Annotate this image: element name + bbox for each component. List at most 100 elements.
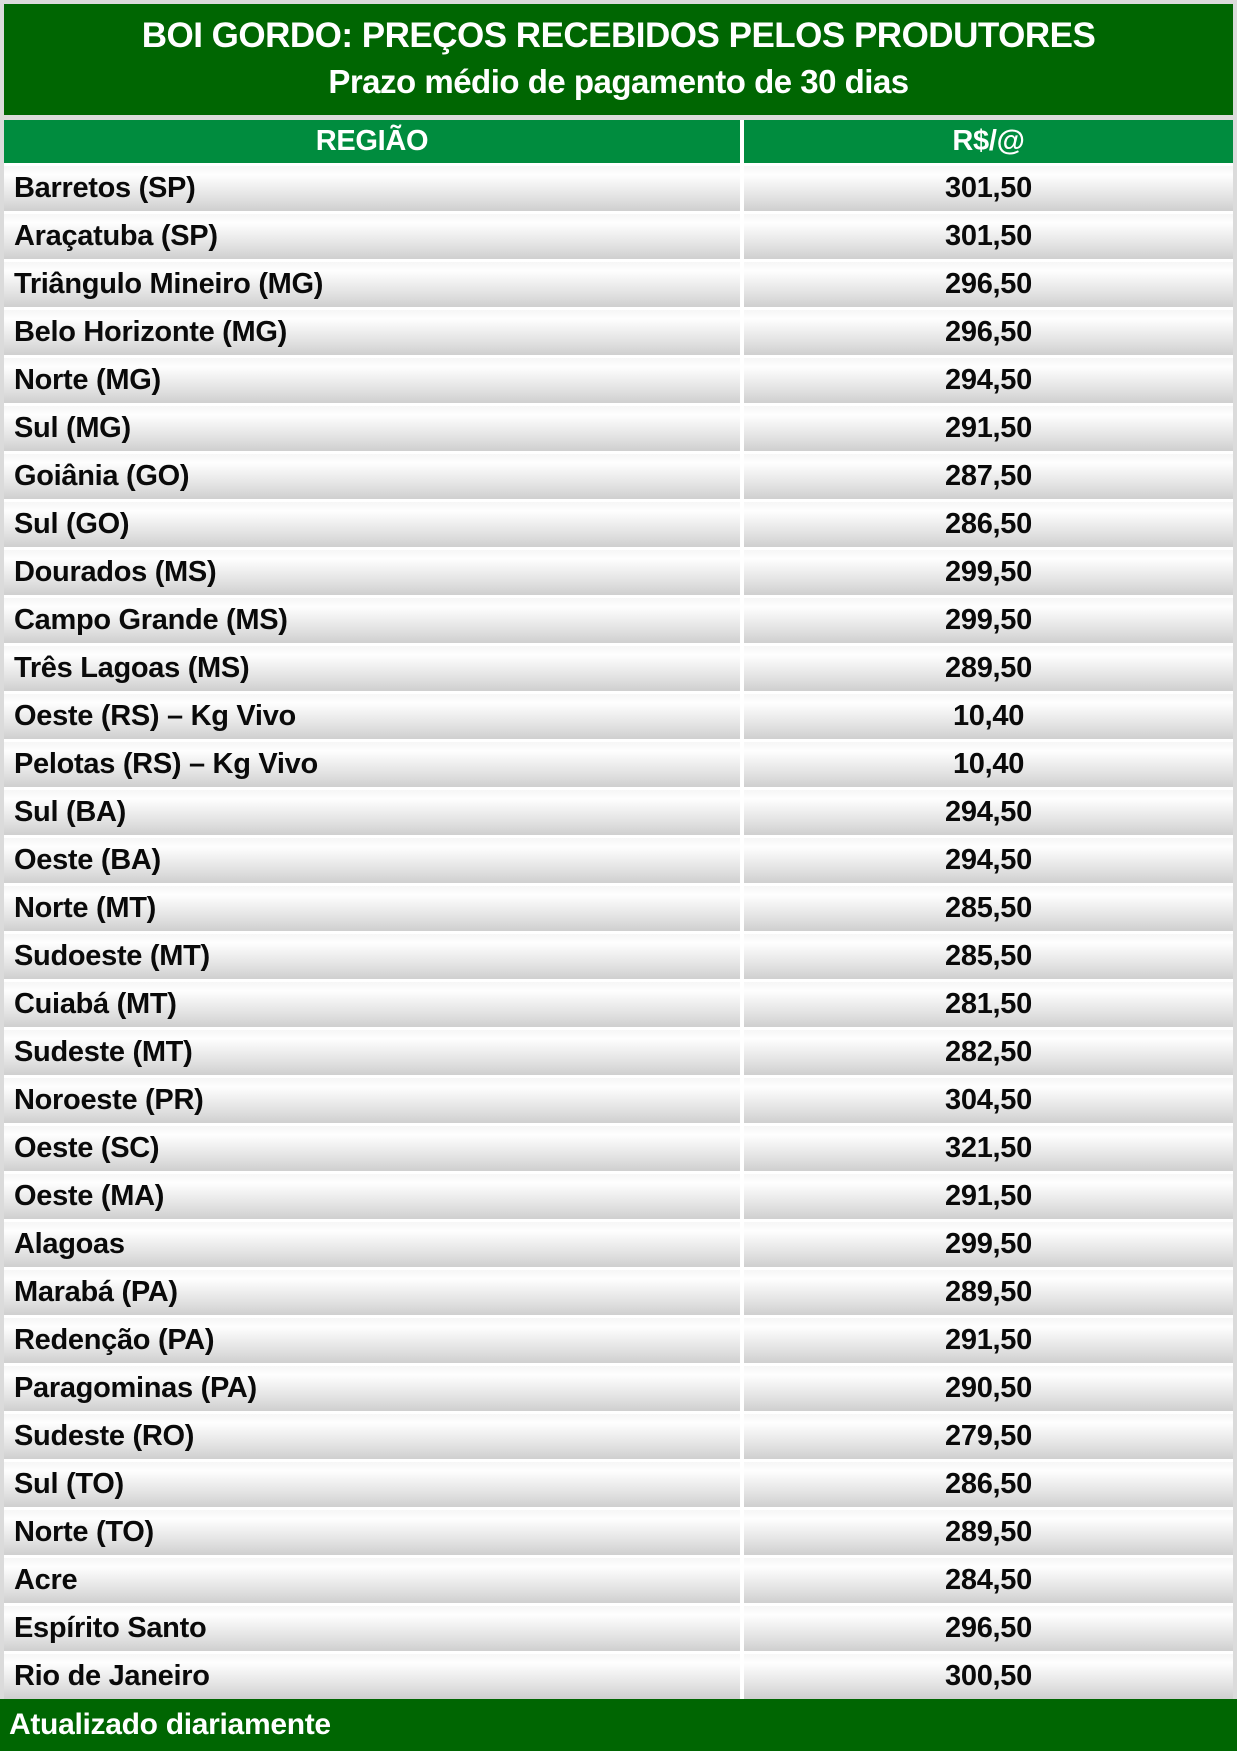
price-cell: 286,50	[744, 502, 1233, 547]
region-cell: Dourados (MS)	[4, 550, 740, 595]
region-cell: Oeste (BA)	[4, 838, 740, 883]
table-area: REGIÃO R$/@ Barretos (SP) 301,50 Araçatuba…	[4, 120, 1233, 1699]
region-cell: Marabá (PA)	[4, 1270, 740, 1315]
region-cell: Pelotas (RS) – Kg Vivo	[4, 742, 740, 787]
table-row: Marabá (PA) 289,50	[4, 1270, 1233, 1315]
table-row: Alagoas 299,50	[4, 1222, 1233, 1267]
table-row: Oeste (SC) 321,50	[4, 1126, 1233, 1171]
price-cell: 296,50	[744, 262, 1233, 307]
table-row: Sudeste (RO) 279,50	[4, 1414, 1233, 1459]
region-cell: Sudeste (MT)	[4, 1030, 740, 1075]
price-cell: 289,50	[744, 1510, 1233, 1555]
price-cell: 10,40	[744, 742, 1233, 787]
region-cell: Oeste (MA)	[4, 1174, 740, 1219]
price-cell: 285,50	[744, 886, 1233, 931]
region-cell: Alagoas	[4, 1222, 740, 1267]
region-cell: Noroeste (PR)	[4, 1078, 740, 1123]
table-row: Oeste (RS) – Kg Vivo 10,40	[4, 694, 1233, 739]
price-cell: 296,50	[744, 310, 1233, 355]
region-cell: Campo Grande (MS)	[4, 598, 740, 643]
price-cell: 301,50	[744, 214, 1233, 259]
table-title-banner: BOI GORDO: PREÇOS RECEBIDOS PELOS PRODUT…	[4, 4, 1233, 115]
price-cell: 321,50	[744, 1126, 1233, 1171]
table-row: Norte (TO) 289,50	[4, 1510, 1233, 1555]
price-cell: 299,50	[744, 550, 1233, 595]
region-cell: Sudeste (RO)	[4, 1414, 740, 1459]
region-cell: Espírito Santo	[4, 1606, 740, 1651]
table-row: Norte (MT) 285,50	[4, 886, 1233, 931]
footer-note: Atualizado diariamente	[0, 1699, 1237, 1751]
table-row: Sul (BA) 294,50	[4, 790, 1233, 835]
table-row: Cuiabá (MT) 281,50	[4, 982, 1233, 1027]
region-cell: Norte (MG)	[4, 358, 740, 403]
price-cell: 285,50	[744, 934, 1233, 979]
region-cell: Barretos (SP)	[4, 166, 740, 211]
region-cell: Sul (BA)	[4, 790, 740, 835]
price-cell: 291,50	[744, 1318, 1233, 1363]
table-row: Pelotas (RS) – Kg Vivo 10,40	[4, 742, 1233, 787]
region-cell: Sudoeste (MT)	[4, 934, 740, 979]
table-row: Rio de Janeiro 300,50	[4, 1654, 1233, 1699]
price-cell: 294,50	[744, 790, 1233, 835]
price-cell: 281,50	[744, 982, 1233, 1027]
region-cell: Oeste (SC)	[4, 1126, 740, 1171]
region-cell: Cuiabá (MT)	[4, 982, 740, 1027]
region-cell: Três Lagoas (MS)	[4, 646, 740, 691]
region-cell: Norte (TO)	[4, 1510, 740, 1555]
price-cell: 279,50	[744, 1414, 1233, 1459]
price-cell: 294,50	[744, 358, 1233, 403]
price-cell: 286,50	[744, 1462, 1233, 1507]
table-row: Três Lagoas (MS) 289,50	[4, 646, 1233, 691]
footer-note-label: Atualizado diariamente	[9, 1708, 331, 1741]
region-cell: Rio de Janeiro	[4, 1654, 740, 1699]
region-cell: Sul (TO)	[4, 1462, 740, 1507]
price-cell: 304,50	[744, 1078, 1233, 1123]
price-cell: 301,50	[744, 166, 1233, 211]
region-cell: Triângulo Mineiro (MG)	[4, 262, 740, 307]
region-cell: Acre	[4, 1558, 740, 1603]
table-title: BOI GORDO: PREÇOS RECEBIDOS PELOS PRODUT…	[141, 15, 1096, 55]
table-row: Espírito Santo 296,50	[4, 1606, 1233, 1651]
table-row: Dourados (MS) 299,50	[4, 550, 1233, 595]
table-row: Barretos (SP) 301,50	[4, 166, 1233, 211]
region-cell: Araçatuba (SP)	[4, 214, 740, 259]
table-row: Sul (TO) 286,50	[4, 1462, 1233, 1507]
price-table: BOI GORDO: PREÇOS RECEBIDOS PELOS PRODUT…	[4, 4, 1233, 1699]
region-cell: Redenção (PA)	[4, 1318, 740, 1363]
region-cell: Paragominas (PA)	[4, 1366, 740, 1411]
price-cell: 300,50	[744, 1654, 1233, 1699]
region-cell: Belo Horizonte (MG)	[4, 310, 740, 355]
column-header-region: REGIÃO	[4, 120, 740, 163]
price-cell: 289,50	[744, 1270, 1233, 1315]
table-row: Oeste (BA) 294,50	[4, 838, 1233, 883]
table-row: Sul (MG) 291,50	[4, 406, 1233, 451]
price-cell: 284,50	[744, 1558, 1233, 1603]
region-cell: Oeste (RS) – Kg Vivo	[4, 694, 740, 739]
table-row: Sul (GO) 286,50	[4, 502, 1233, 547]
price-cell: 294,50	[744, 838, 1233, 883]
price-cell: 290,50	[744, 1366, 1233, 1411]
price-cell: 282,50	[744, 1030, 1233, 1075]
region-cell: Sul (GO)	[4, 502, 740, 547]
table-row: Norte (MG) 294,50	[4, 358, 1233, 403]
table-row: Redenção (PA) 291,50	[4, 1318, 1233, 1363]
table-rows: Barretos (SP) 301,50 Araçatuba (SP) 301,50 T…	[4, 166, 1233, 1699]
table-row: Acre 284,50	[4, 1558, 1233, 1603]
table-row: Paragominas (PA) 290,50	[4, 1366, 1233, 1411]
price-cell: 296,50	[744, 1606, 1233, 1651]
region-cell: Goiânia (GO)	[4, 454, 740, 499]
table-row: Noroeste (PR) 304,50	[4, 1078, 1233, 1123]
table-header-row: REGIÃO R$/@	[4, 120, 1233, 163]
region-cell: Norte (MT)	[4, 886, 740, 931]
table-row: Sudeste (MT) 282,50	[4, 1030, 1233, 1075]
table-row: Triângulo Mineiro (MG) 296,50	[4, 262, 1233, 307]
table-subtitle: Prazo médio de pagamento de 30 dias	[328, 63, 909, 101]
price-cell: 287,50	[744, 454, 1233, 499]
price-cell: 289,50	[744, 646, 1233, 691]
table-row: Oeste (MA) 291,50	[4, 1174, 1233, 1219]
price-cell: 299,50	[744, 1222, 1233, 1267]
price-cell: 291,50	[744, 406, 1233, 451]
region-cell: Sul (MG)	[4, 406, 740, 451]
table-row: Campo Grande (MS) 299,50	[4, 598, 1233, 643]
price-cell: 299,50	[744, 598, 1233, 643]
